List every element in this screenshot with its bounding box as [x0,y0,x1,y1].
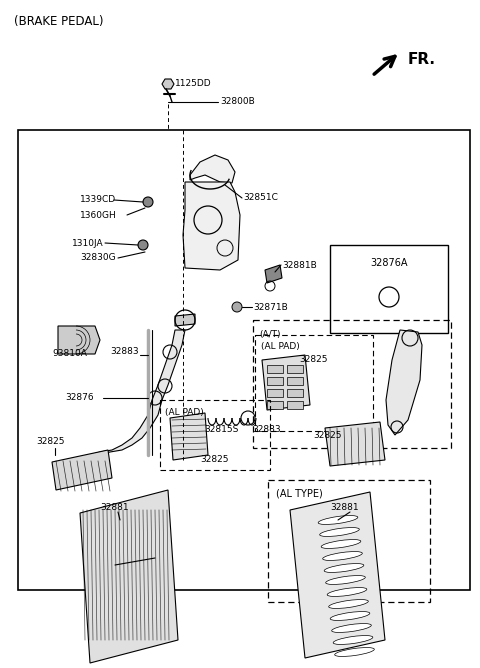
Text: 32800B: 32800B [221,98,255,106]
Bar [267,377,283,385]
Text: 32881: 32881 [330,502,359,512]
Bar [255,335,373,431]
Text: 32871B: 32871B [253,303,288,311]
Circle shape [138,240,148,250]
Ellipse shape [327,588,367,597]
Text: 32876: 32876 [65,393,94,403]
Polygon shape [170,413,208,460]
Polygon shape [262,355,310,410]
Text: 1360GH: 1360GH [80,210,117,220]
Text: FR.: FR. [408,53,436,67]
Text: (AL TYPE): (AL TYPE) [276,489,323,499]
Text: (A/T): (A/T) [259,329,280,339]
Bar [287,365,303,373]
Ellipse shape [320,528,360,536]
Text: 32883: 32883 [110,347,139,357]
Ellipse shape [318,516,358,524]
Text: 93810A: 93810A [52,349,87,359]
Text: (AL PAD): (AL PAD) [165,407,204,417]
Polygon shape [183,182,240,270]
Text: (AL PAD): (AL PAD) [261,343,300,351]
Bar [287,377,303,385]
Ellipse shape [321,540,361,548]
Bar [330,245,448,333]
Bar [160,400,270,470]
Ellipse shape [329,600,368,609]
Ellipse shape [330,612,370,621]
Text: 32825: 32825 [313,430,341,440]
Text: 32815S: 32815S [204,426,239,434]
Text: 32876A: 32876A [370,258,408,268]
Polygon shape [52,450,112,490]
Text: 32825: 32825 [201,456,229,464]
Bar [267,401,283,409]
Text: 32881: 32881 [100,504,129,512]
Text: 1125DD: 1125DD [175,79,212,88]
Ellipse shape [333,635,373,645]
Text: (BRAKE PEDAL): (BRAKE PEDAL) [14,15,104,29]
Bar [267,389,283,397]
Text: 32825: 32825 [36,436,64,446]
Text: 32851C: 32851C [243,194,278,202]
Circle shape [143,197,153,207]
Text: 1310JA: 1310JA [72,238,104,248]
Polygon shape [58,326,100,354]
Text: 1339CD: 1339CD [80,196,116,204]
Polygon shape [386,330,422,435]
Text: 32883: 32883 [252,426,281,434]
Polygon shape [162,79,174,89]
Polygon shape [290,492,385,658]
Text: 32825: 32825 [300,355,328,363]
Polygon shape [190,155,235,183]
Bar [268,480,430,602]
Ellipse shape [323,552,362,560]
Bar [18,130,470,590]
Ellipse shape [332,623,372,633]
Circle shape [232,302,242,312]
Text: 32881B: 32881B [282,261,317,269]
Polygon shape [80,490,178,663]
Text: 32830G: 32830G [80,253,116,263]
Ellipse shape [335,647,374,657]
Polygon shape [325,422,385,466]
Bar [253,320,451,448]
Polygon shape [175,314,195,326]
Polygon shape [90,330,185,455]
Ellipse shape [324,564,364,572]
Bar [287,401,303,409]
Bar [267,365,283,373]
Bar [287,389,303,397]
Polygon shape [265,265,282,283]
Ellipse shape [326,576,365,584]
